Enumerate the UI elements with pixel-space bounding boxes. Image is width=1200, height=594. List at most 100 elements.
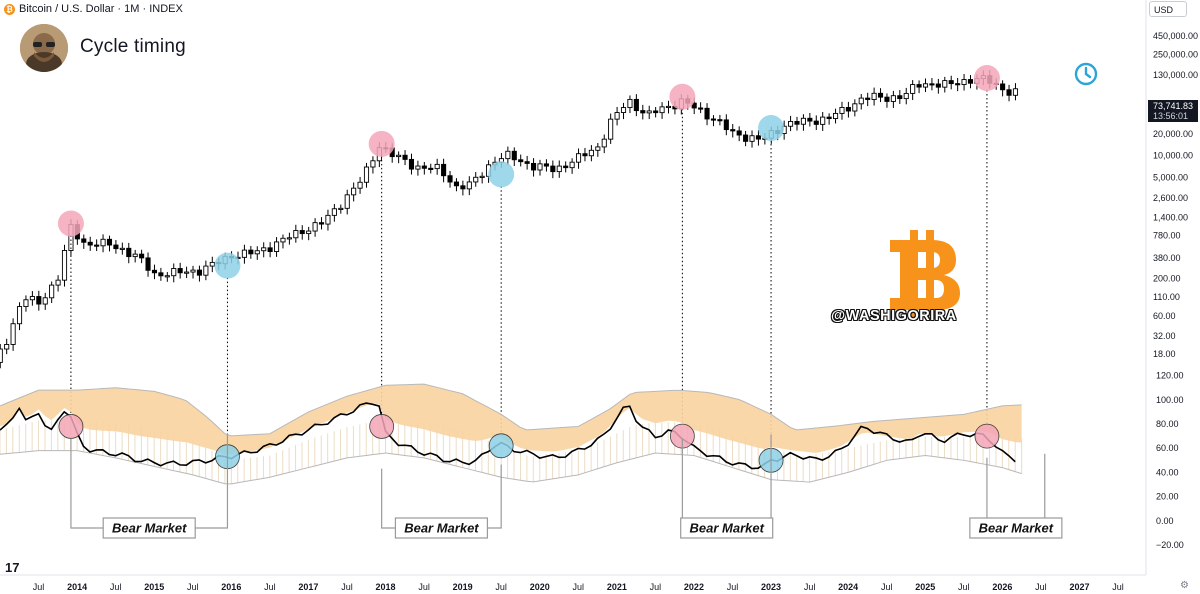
time-axis-label: Jul [341,582,353,592]
candle [421,165,427,169]
price-axis-label: 380.00 [1153,253,1181,263]
time-axis: Jul 2014 Jul 2015 Jul 2016 Jul 2017 Jul 2018 Jul 20… [0,574,1146,592]
time-axis-label: Jul [573,582,585,592]
price-axis-label: 20,000.00 [1153,129,1193,139]
candle [1000,83,1006,91]
candle [884,96,890,102]
candle [402,154,408,160]
candle [351,187,357,196]
currency-selector[interactable]: USD [1149,1,1187,17]
candle [518,159,524,163]
candle [839,106,845,114]
candle [164,275,170,278]
candle [447,175,453,183]
watermark: @WASHIGORIRA [831,308,957,324]
candle [16,306,23,325]
settings-icon[interactable]: ⚙ [1180,580,1189,591]
candle [151,269,158,274]
candle [922,83,929,88]
avatar-icon [20,24,68,72]
tradingview-logo-icon[interactable]: 17 [5,560,20,575]
candle [441,163,447,177]
osc-axis-label: 20.00 [1156,492,1179,502]
candle [916,84,922,88]
bracket-right [487,464,502,529]
candle [620,107,627,113]
candle [254,250,260,255]
osc-upper-bound [0,383,1022,437]
candle [126,247,132,258]
last-price: 73,741.83 [1153,101,1194,111]
candle [524,161,530,164]
candle [550,165,556,173]
cycle-top-marker [57,210,84,237]
time-axis-label: Jul [110,582,122,592]
candle [273,241,280,252]
candle [614,112,620,120]
time-axis-label: Jul [264,582,276,592]
candle [710,118,717,121]
candle [248,249,254,255]
candle [833,112,839,120]
time-axis-label: 2026 [992,582,1012,592]
clock-icon[interactable] [1074,62,1098,86]
time-axis-label: Jul [495,582,507,592]
bear-market-box [969,517,1063,539]
price-axis-label: 130,000.00 [1153,70,1198,80]
price-axis-label: 1,400.00 [1153,212,1188,222]
cycle-top-marker [669,83,696,110]
osc-top-marker [974,423,1000,449]
candle [94,244,100,247]
time-axis-label: 2023 [761,582,781,592]
bear-market-label: Bear Market [689,521,764,536]
candle [184,271,190,274]
candle [910,84,916,94]
candle [646,110,652,114]
price-axis-label: 2,600.00 [1153,193,1188,203]
time-axis-label: 2018 [376,582,396,592]
oscillator-axis: 120.00 100.00 80.00 60.00 40.00 20.00 0.00 −20.… [1156,371,1184,550]
candle [415,165,421,170]
candle [363,166,370,183]
symbol-header[interactable]: ₿ Bitcoin / U.S. Dollar · 1M · INDEX [4,2,183,16]
bar-countdown: 13:56:01 [1153,111,1189,121]
candle [858,97,864,105]
time-axis-label: Jul [804,582,816,592]
chart-title: Cycle timing [80,36,186,57]
candle [61,250,68,281]
candle [813,120,819,125]
candle [723,119,729,131]
price-axis-label: 60.00 [1153,311,1176,321]
time-axis-label: Jul [650,582,662,592]
candle [4,343,10,350]
candle [473,176,479,183]
price-axis-label: 250,000.00 [1153,49,1198,59]
cycle-bottom-marker [214,252,241,279]
time-axis-label: 2022 [684,582,704,592]
bear-market-label: Bear Market [979,521,1054,536]
price-pane [0,65,1019,449]
candle [196,269,202,276]
candle [312,222,318,232]
candle [139,253,145,259]
candle [704,107,710,120]
candle [55,279,61,286]
candle [318,222,325,225]
candle [325,214,331,225]
candle [428,167,434,170]
candle [582,153,588,157]
candle [698,107,704,110]
time-axis-label: 2016 [221,582,241,592]
candle [357,181,363,189]
price-axis-label: 110.00 [1153,292,1180,302]
bear-market-box [680,517,774,539]
candle [845,106,851,112]
candle [460,185,466,190]
candle [640,110,646,114]
candle [81,238,87,243]
candle [113,244,119,250]
candle [370,160,376,168]
time-axis-label: Jul [1035,582,1047,592]
candle [633,98,639,112]
